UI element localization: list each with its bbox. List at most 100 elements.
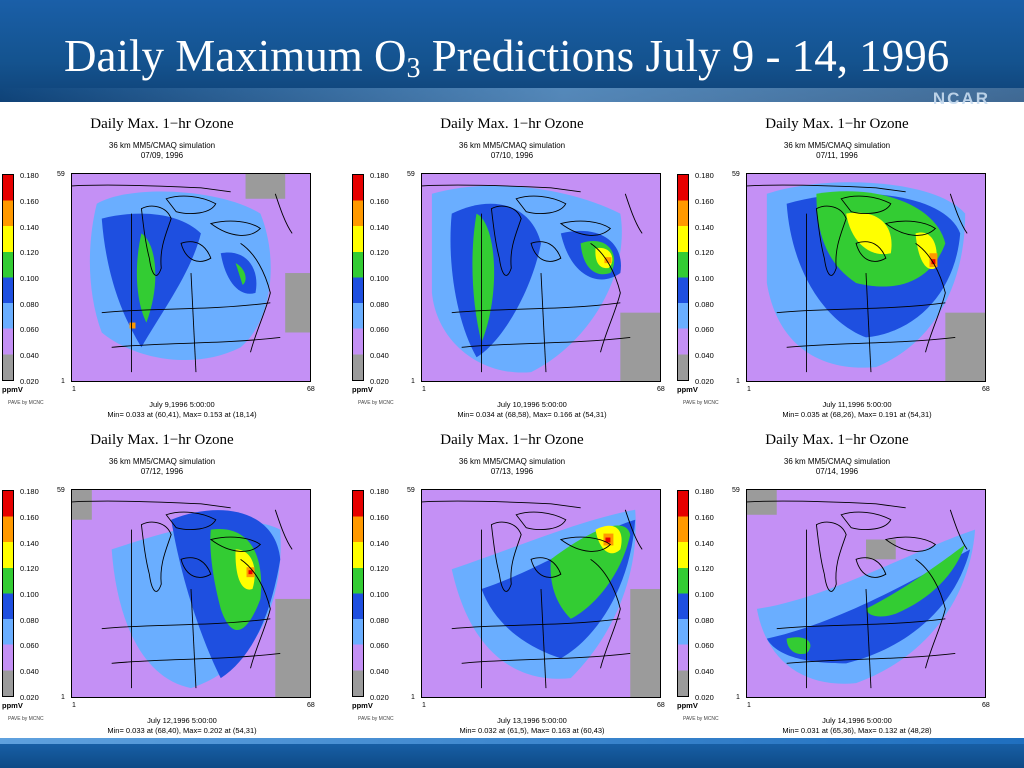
scale-tick-label: 0.160 bbox=[20, 197, 39, 206]
scale-tick-label: 0.060 bbox=[695, 641, 714, 650]
unit-label: ppmV bbox=[677, 701, 698, 710]
scale-tick-label: 0.180 bbox=[20, 171, 39, 180]
axis-x-min: 1 bbox=[72, 386, 76, 393]
scale-tick-label: 0.120 bbox=[370, 248, 389, 257]
panel-minmax: Min= 0.033 at (60,41), Max= 0.153 at (18… bbox=[107, 410, 257, 419]
axis-x-max: 68 bbox=[657, 702, 665, 709]
scale-tick-label: 0.020 bbox=[20, 693, 39, 702]
color-scale-bar bbox=[2, 174, 14, 381]
scale-tick-label: 0.080 bbox=[370, 300, 389, 309]
scale-tick-label: 0.160 bbox=[695, 513, 714, 522]
axis-y-min: 1 bbox=[411, 378, 415, 385]
scale-tick-label: 0.140 bbox=[695, 539, 714, 548]
axis-x-min: 1 bbox=[72, 702, 76, 709]
color-scale-bar bbox=[2, 490, 14, 697]
scale-tick-label: 0.140 bbox=[370, 223, 389, 232]
scale-tick-label: 0.180 bbox=[20, 487, 39, 496]
scale-tick-label: 0.040 bbox=[370, 667, 389, 676]
panel-minmax: Min= 0.035 at (68,26), Max= 0.191 at (54… bbox=[782, 410, 932, 419]
panel-title: Daily Max. 1−hr Ozone bbox=[765, 432, 909, 448]
panel-date: 07/11, 1996 bbox=[816, 151, 858, 160]
scale-tick-label: 0.060 bbox=[370, 325, 389, 334]
scale-tick-label: 0.160 bbox=[370, 513, 389, 522]
ozone-map-image bbox=[72, 490, 310, 697]
axis-y-min: 1 bbox=[61, 694, 65, 701]
pave-credit: PAVE by MCNC bbox=[358, 716, 394, 722]
axis-x-max: 68 bbox=[982, 386, 990, 393]
ncar-logo: NCAR bbox=[932, 89, 990, 108]
pave-credit: PAVE by MCNC bbox=[683, 716, 719, 722]
scale-tick-label: 0.020 bbox=[695, 693, 714, 702]
ozone-map bbox=[71, 173, 311, 382]
scale-tick-label: 0.040 bbox=[695, 351, 714, 360]
scale-tick-label: 0.020 bbox=[20, 377, 39, 386]
scale-tick-label: 0.140 bbox=[695, 223, 714, 232]
scale-tick-label: 0.120 bbox=[20, 248, 39, 257]
scale-tick-label: 0.160 bbox=[370, 197, 389, 206]
scale-tick-label: 0.060 bbox=[20, 641, 39, 650]
scale-tick-label: 0.100 bbox=[370, 274, 389, 283]
panel-simulation-label: 36 km MM5/CMAQ simulation bbox=[458, 141, 566, 150]
scale-tick-label: 0.080 bbox=[20, 300, 39, 309]
color-scale-bar bbox=[352, 174, 364, 381]
panel-datetime: July 14,1996 5:00:00 bbox=[822, 716, 892, 725]
ozone-map bbox=[421, 489, 661, 698]
ozone-panel: Daily Max. 1−hr Ozone 36 km MM5/CMAQ sim… bbox=[677, 116, 997, 424]
axis-x-min: 1 bbox=[747, 702, 751, 709]
scale-tick-label: 0.180 bbox=[370, 487, 389, 496]
panel-datetime: July 13,1996 5:00:00 bbox=[497, 716, 567, 725]
axis-y-max: 59 bbox=[732, 171, 740, 178]
axis-x-max: 68 bbox=[982, 702, 990, 709]
panel-simulation-label: 36 km MM5/CMAQ simulation bbox=[783, 141, 891, 150]
pave-credit: PAVE by MCNC bbox=[358, 400, 394, 406]
panel-date: 07/14, 1996 bbox=[815, 467, 859, 476]
ozone-map-image bbox=[422, 174, 660, 381]
panel-datetime: July 12,1996 5:00:00 bbox=[147, 716, 217, 725]
panel-datetime: July 10,1996 5:00:00 bbox=[497, 400, 567, 409]
panel-title: Daily Max. 1−hr Ozone bbox=[90, 432, 234, 448]
header-wave-decoration bbox=[0, 88, 1024, 102]
axis-x-max: 68 bbox=[657, 386, 665, 393]
ozone-map bbox=[71, 489, 311, 698]
scale-tick-label: 0.100 bbox=[20, 590, 39, 599]
axis-y-max: 59 bbox=[57, 487, 65, 494]
scale-tick-label: 0.120 bbox=[370, 564, 389, 573]
axis-x-min: 1 bbox=[747, 386, 751, 393]
scale-tick-label: 0.140 bbox=[370, 539, 389, 548]
ozone-map bbox=[746, 489, 986, 698]
scale-tick-label: 0.100 bbox=[695, 590, 714, 599]
panel-datetime: July 9,1996 5:00:00 bbox=[149, 400, 215, 409]
panel-minmax: Min= 0.031 at (65,36), Max= 0.132 at (48… bbox=[782, 726, 932, 735]
scale-tick-label: 0.120 bbox=[20, 564, 39, 573]
slide-header: Daily Maximum O3 Predictions July 9 - 14… bbox=[0, 0, 1024, 108]
scale-tick-label: 0.040 bbox=[20, 351, 39, 360]
unit-label: ppmV bbox=[352, 385, 373, 394]
axis-y-max: 59 bbox=[407, 171, 415, 178]
scale-tick-label: 0.020 bbox=[370, 693, 389, 702]
axis-x-max: 68 bbox=[307, 386, 315, 393]
scale-tick-label: 0.040 bbox=[370, 351, 389, 360]
panel-date: 07/09, 1996 bbox=[140, 151, 184, 160]
ozone-map-image bbox=[747, 174, 985, 381]
scale-tick-label: 0.100 bbox=[695, 274, 714, 283]
ozone-map-image bbox=[747, 490, 985, 697]
panel-title: Daily Max. 1−hr Ozone bbox=[90, 116, 234, 132]
panel-title: Daily Max. 1−hr Ozone bbox=[765, 116, 909, 132]
ozone-panel: Daily Max. 1−hr Ozone 36 km MM5/CMAQ sim… bbox=[352, 116, 672, 424]
scale-tick-label: 0.040 bbox=[20, 667, 39, 676]
axis-y-max: 59 bbox=[57, 171, 65, 178]
color-scale-bar bbox=[677, 490, 689, 697]
panel-title: Daily Max. 1−hr Ozone bbox=[440, 116, 584, 132]
panel-datetime: July 11,1996 5:00:00 bbox=[822, 400, 892, 409]
color-scale-bar bbox=[352, 490, 364, 697]
pave-credit: PAVE by MCNC bbox=[8, 716, 44, 722]
axis-x-max: 68 bbox=[307, 702, 315, 709]
panel-title: Daily Max. 1−hr Ozone bbox=[440, 432, 584, 448]
panel-simulation-label: 36 km MM5/CMAQ simulation bbox=[458, 457, 566, 466]
scale-tick-label: 0.060 bbox=[695, 325, 714, 334]
axis-y-max: 59 bbox=[407, 487, 415, 494]
scale-tick-label: 0.100 bbox=[370, 590, 389, 599]
scale-tick-label: 0.120 bbox=[695, 564, 714, 573]
slide-title: Daily Maximum O3 Predictions July 9 - 14… bbox=[64, 31, 950, 84]
unit-label: ppmV bbox=[352, 701, 373, 710]
